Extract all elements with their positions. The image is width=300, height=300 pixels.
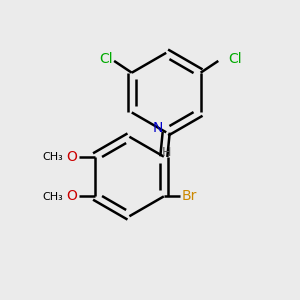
Text: Br: Br (182, 189, 197, 203)
Text: N: N (152, 121, 163, 135)
Text: CH₃: CH₃ (43, 152, 64, 162)
Text: Cl: Cl (99, 52, 112, 67)
Text: Cl: Cl (228, 52, 242, 67)
Text: H: H (161, 146, 171, 159)
Text: O: O (66, 189, 77, 203)
Text: O: O (66, 150, 77, 164)
Text: CH₃: CH₃ (43, 192, 64, 202)
